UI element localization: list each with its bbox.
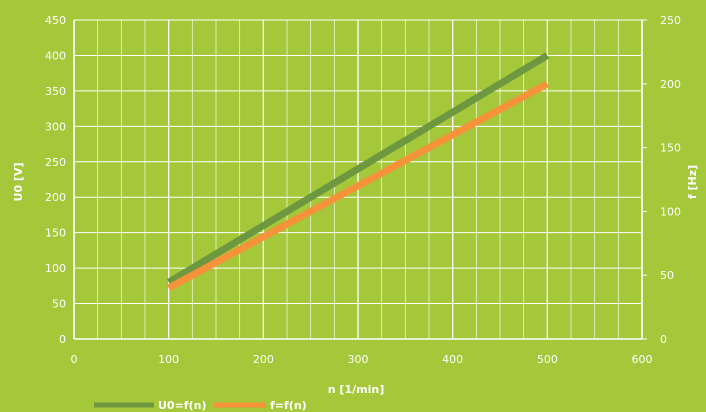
x-tick-label: 0 xyxy=(71,353,78,366)
series-line-1 xyxy=(167,80,549,292)
legend: U0=f(n) f=f(n) xyxy=(94,399,307,412)
y2-tick-label: 0 xyxy=(660,333,667,346)
y-tick-label: 200 xyxy=(45,191,66,204)
legend-label-u0: U0=f(n) xyxy=(158,399,206,412)
y-axis-title: U0 [V] xyxy=(12,163,25,202)
x-tick-label: 300 xyxy=(348,353,369,366)
x-tick-label: 600 xyxy=(632,353,653,366)
y-tick-label: 400 xyxy=(45,49,66,62)
y2-tick-label: 100 xyxy=(660,205,681,218)
series-lines xyxy=(166,52,550,292)
major-gridlines xyxy=(73,19,643,340)
x-axis-title: n [1/min] xyxy=(328,383,384,396)
y-tick-label: 450 xyxy=(45,14,66,27)
y2-tick-label: 150 xyxy=(660,142,681,155)
y2-axis-title: f [Hz] xyxy=(686,165,699,199)
x-tick-label: 400 xyxy=(442,353,463,366)
y-tick-label: 100 xyxy=(45,262,66,275)
y2-tick-label: 50 xyxy=(660,269,674,282)
y-tick-label: 0 xyxy=(59,333,66,346)
y-tick-label: 50 xyxy=(52,298,66,311)
y-tick-label: 150 xyxy=(45,227,66,240)
tick-labels: 0 50 100 150 200 250 300 350 400 450 0 50 100 150 200 2… xyxy=(45,14,681,366)
y-tick-label: 300 xyxy=(45,120,66,133)
x-tick-label: 100 xyxy=(158,353,179,366)
x-tick-label: 200 xyxy=(253,353,274,366)
y-tick-label: 350 xyxy=(45,85,66,98)
legend-label-f: f=f(n) xyxy=(270,399,307,412)
y-tick-label: 250 xyxy=(45,156,66,169)
x-tick-label: 500 xyxy=(537,353,558,366)
y2-tick-label: 200 xyxy=(660,78,681,91)
y2-tick-label: 250 xyxy=(660,14,681,27)
series-line-0 xyxy=(166,52,550,286)
axes xyxy=(73,19,647,340)
